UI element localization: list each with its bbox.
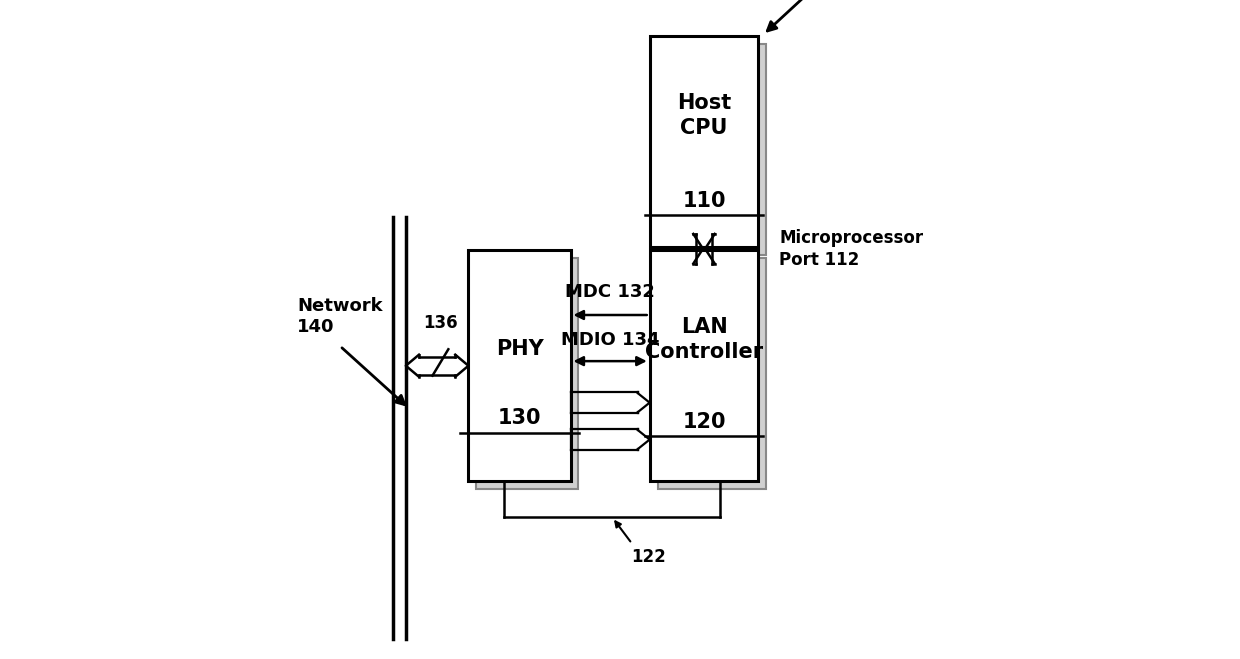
Text: LAN
Controller: LAN Controller	[645, 317, 763, 362]
FancyBboxPatch shape	[657, 258, 766, 489]
Text: PHY: PHY	[496, 339, 543, 359]
Text: 130: 130	[497, 409, 541, 428]
Text: Network
140: Network 140	[298, 297, 383, 335]
FancyBboxPatch shape	[650, 250, 759, 481]
FancyBboxPatch shape	[476, 258, 579, 489]
Text: Host
CPU: Host CPU	[677, 93, 732, 138]
Text: 122: 122	[631, 548, 666, 566]
Text: MDIO 134: MDIO 134	[560, 331, 660, 349]
FancyBboxPatch shape	[650, 36, 759, 247]
Text: MDC 132: MDC 132	[565, 283, 655, 301]
Text: 120: 120	[682, 412, 725, 432]
Text: 110: 110	[682, 191, 725, 211]
FancyBboxPatch shape	[469, 250, 570, 481]
Text: Microprocessor
Port 112: Microprocessor Port 112	[780, 229, 924, 269]
Text: 136: 136	[423, 314, 458, 332]
FancyBboxPatch shape	[657, 44, 766, 255]
